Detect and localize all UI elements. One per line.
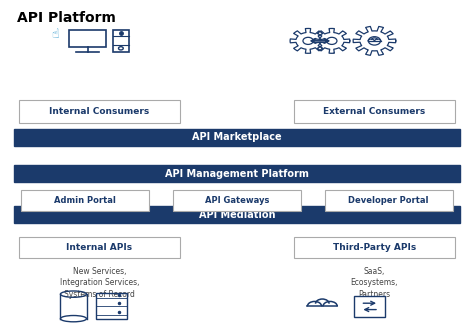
Text: Third-Party APIs: Third-Party APIs [333, 243, 416, 252]
FancyBboxPatch shape [294, 237, 455, 258]
FancyBboxPatch shape [19, 100, 180, 123]
Text: API Gateways: API Gateways [205, 196, 269, 205]
FancyBboxPatch shape [173, 190, 301, 211]
FancyBboxPatch shape [14, 129, 460, 146]
Text: ☝: ☝ [51, 28, 58, 41]
FancyBboxPatch shape [14, 165, 460, 182]
Text: New Services,
Integration Services,
Systems of Record: New Services, Integration Services, Syst… [60, 267, 139, 299]
FancyBboxPatch shape [19, 237, 180, 258]
Text: Developer Portal: Developer Portal [348, 196, 429, 205]
FancyBboxPatch shape [325, 190, 453, 211]
FancyBboxPatch shape [14, 206, 460, 223]
Text: Internal APIs: Internal APIs [66, 243, 133, 252]
Text: SaaS,
Ecosystems,
Partners: SaaS, Ecosystems, Partners [351, 267, 398, 299]
Text: Internal Consumers: Internal Consumers [49, 107, 150, 116]
Text: API Mediation: API Mediation [199, 210, 275, 219]
FancyBboxPatch shape [21, 190, 149, 211]
Text: Admin Portal: Admin Portal [55, 196, 116, 205]
Text: API Platform: API Platform [17, 11, 116, 26]
Text: External Consumers: External Consumers [323, 107, 426, 116]
FancyBboxPatch shape [294, 100, 455, 123]
Text: API Management Platform: API Management Platform [165, 169, 309, 179]
Text: API Marketplace: API Marketplace [192, 132, 282, 142]
